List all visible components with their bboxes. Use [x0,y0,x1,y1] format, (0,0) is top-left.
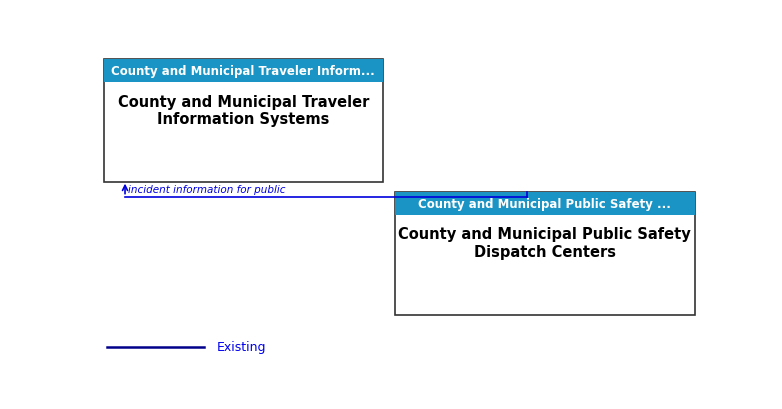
Text: County and Municipal Public Safety
Dispatch Centers: County and Municipal Public Safety Dispa… [398,227,691,259]
Text: Existing: Existing [217,340,267,353]
Bar [395,192,694,315]
Text: County and Municipal Traveler Inform...: County and Municipal Traveler Inform... [111,65,375,78]
Text: County and Municipal Traveler
Information Systems: County and Municipal Traveler Informatio… [117,94,369,127]
Bar [104,60,382,83]
Bar [104,60,382,183]
Text: incident information for public: incident information for public [128,184,285,195]
Text: County and Municipal Public Safety ...: County and Municipal Public Safety ... [418,197,671,210]
Bar [395,192,694,215]
